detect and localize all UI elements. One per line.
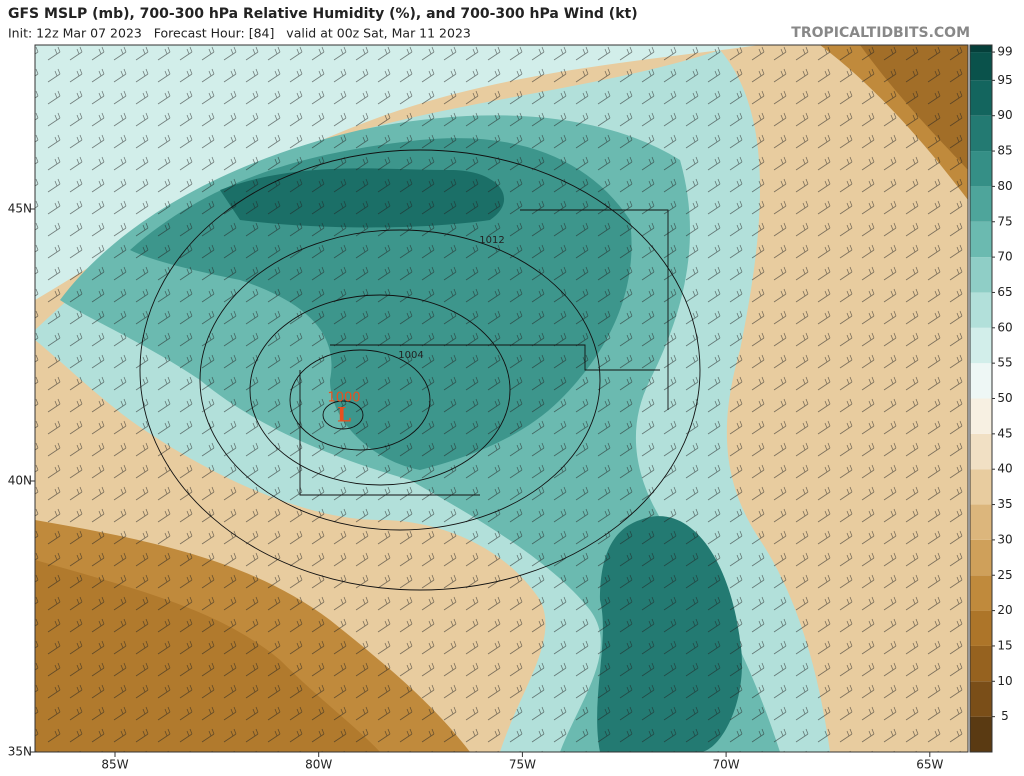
colorbar-label: 45 <box>997 426 1012 440</box>
colorbar-band <box>970 221 992 258</box>
contour-label: 1012 <box>479 235 504 246</box>
colorbar-label: 65 <box>997 285 1012 299</box>
map <box>35 45 968 752</box>
colorbar-band <box>970 575 992 611</box>
lon-label: 80W <box>305 758 332 772</box>
low-pressure-value: 1000 <box>327 391 360 406</box>
colorbar-band <box>970 539 992 576</box>
colorbar-band <box>970 45 992 53</box>
title: GFS MSLP (mb), 700-300 hPa Relative Humi… <box>8 6 638 22</box>
colorbar-band <box>970 681 992 717</box>
colorbar-band <box>970 610 992 646</box>
colorbar-band <box>970 257 992 293</box>
low-marker: L <box>337 403 351 427</box>
colorbar-label: 30 <box>997 532 1012 546</box>
colorbar-label: 15 <box>997 638 1012 652</box>
lat-label: 40N <box>8 474 32 488</box>
colorbar-label: 50 <box>997 391 1012 405</box>
colorbar-band <box>970 186 992 222</box>
colorbar-band <box>970 151 992 187</box>
lon-label: 70W <box>713 758 740 772</box>
colorbar-label: 5 <box>1001 709 1009 723</box>
lon-label: 65W <box>916 758 943 772</box>
colorbar-band <box>970 327 992 364</box>
colorbar-label: 35 <box>997 497 1012 511</box>
colorbar-label: 40 <box>997 462 1012 476</box>
colorbar-band <box>970 363 992 399</box>
contour-label: 1004 <box>398 350 423 361</box>
lon-label: 85W <box>101 758 128 772</box>
site-name: TROPICALTIDBITS.COM <box>791 25 970 41</box>
colorbar-label: 20 <box>997 603 1012 617</box>
colorbar-label: 85 <box>997 144 1012 158</box>
lat-label: 35N <box>8 745 32 759</box>
colorbar-label: 80 <box>997 179 1012 193</box>
colorbar-label: 90 <box>997 108 1012 122</box>
colorbar-label: 10 <box>997 674 1012 688</box>
colorbar-band <box>970 716 992 752</box>
lon-label: 75W <box>509 758 536 772</box>
subtitle: Init: 12z Mar 07 2023 Forecast Hour: [84… <box>8 26 471 41</box>
map-frame <box>34 44 969 753</box>
colorbar-label: 55 <box>997 356 1012 370</box>
colorbar-band <box>970 292 992 328</box>
colorbar-band <box>970 433 992 470</box>
colorbar-band <box>970 115 992 152</box>
lat-label: 45N <box>8 202 32 216</box>
colorbar-label: 70 <box>997 250 1012 264</box>
colorbar-label: 75 <box>997 214 1012 228</box>
colorbar-band <box>970 52 992 81</box>
colorbar-band <box>970 645 992 682</box>
colorbar-label: 25 <box>997 568 1012 582</box>
colorbar-label: 95 <box>997 73 1012 87</box>
colorbar-band <box>970 398 992 434</box>
colorbar-band <box>970 80 992 116</box>
colorbar-label: 60 <box>997 320 1012 334</box>
colorbar-label: 99 <box>997 45 1012 59</box>
colorbar-band <box>970 504 992 540</box>
colorbar-band <box>970 469 992 505</box>
